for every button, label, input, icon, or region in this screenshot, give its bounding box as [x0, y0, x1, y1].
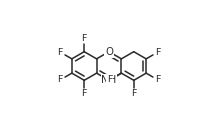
Text: O: O: [105, 47, 113, 57]
Text: F: F: [82, 34, 87, 43]
Text: F: F: [57, 48, 63, 56]
Text: F: F: [82, 89, 87, 98]
Text: NH: NH: [101, 75, 117, 85]
Text: F: F: [57, 76, 63, 84]
Text: F: F: [131, 89, 136, 98]
Text: F: F: [155, 48, 161, 56]
Text: F: F: [155, 76, 161, 84]
Text: F: F: [107, 76, 112, 84]
